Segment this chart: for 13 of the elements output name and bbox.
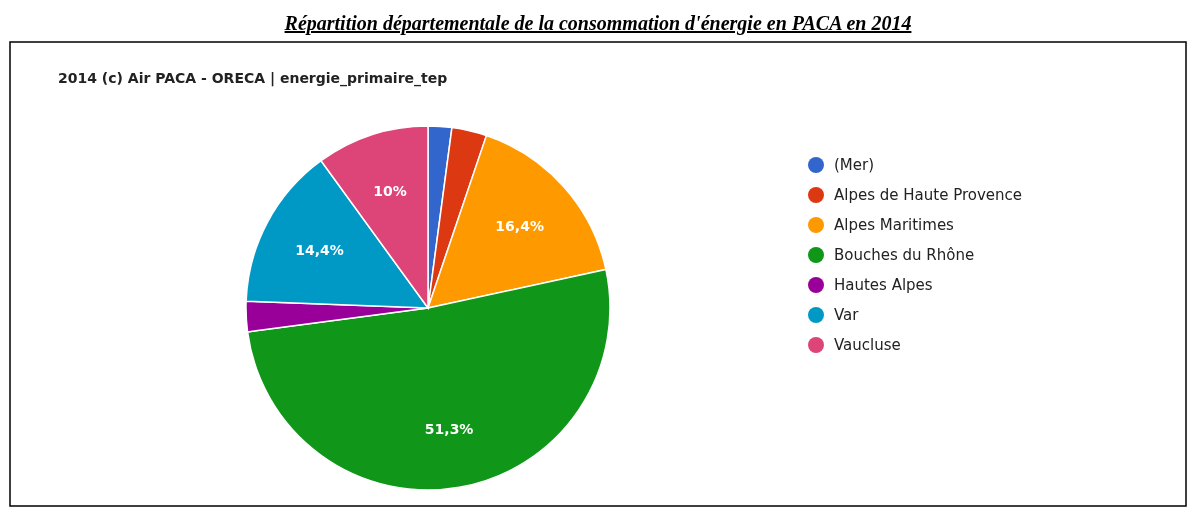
chart-title: Répartition départementale de la consommation d'énergie en PACA en 2014 bbox=[283, 12, 912, 35]
data-label: 10% bbox=[373, 183, 407, 200]
chart-subtitle: 2014 (c) Air PACA - ORECA | energie_primaire_tep bbox=[58, 70, 448, 87]
data-label: 16,4% bbox=[495, 218, 544, 235]
legend-label: Var bbox=[834, 306, 860, 324]
legend-label: Bouches du Rhône bbox=[834, 246, 975, 264]
data-label: 14,4% bbox=[295, 242, 344, 259]
legend-label: Hautes Alpes bbox=[834, 276, 933, 294]
data-label: 51,3% bbox=[424, 421, 474, 438]
legend-label: Vaucluse bbox=[834, 336, 901, 354]
legend-label: Alpes de Haute Provence bbox=[834, 186, 1023, 204]
legend-label: (Mer) bbox=[834, 156, 875, 174]
legend-label: Alpes Maritimes bbox=[834, 216, 955, 234]
